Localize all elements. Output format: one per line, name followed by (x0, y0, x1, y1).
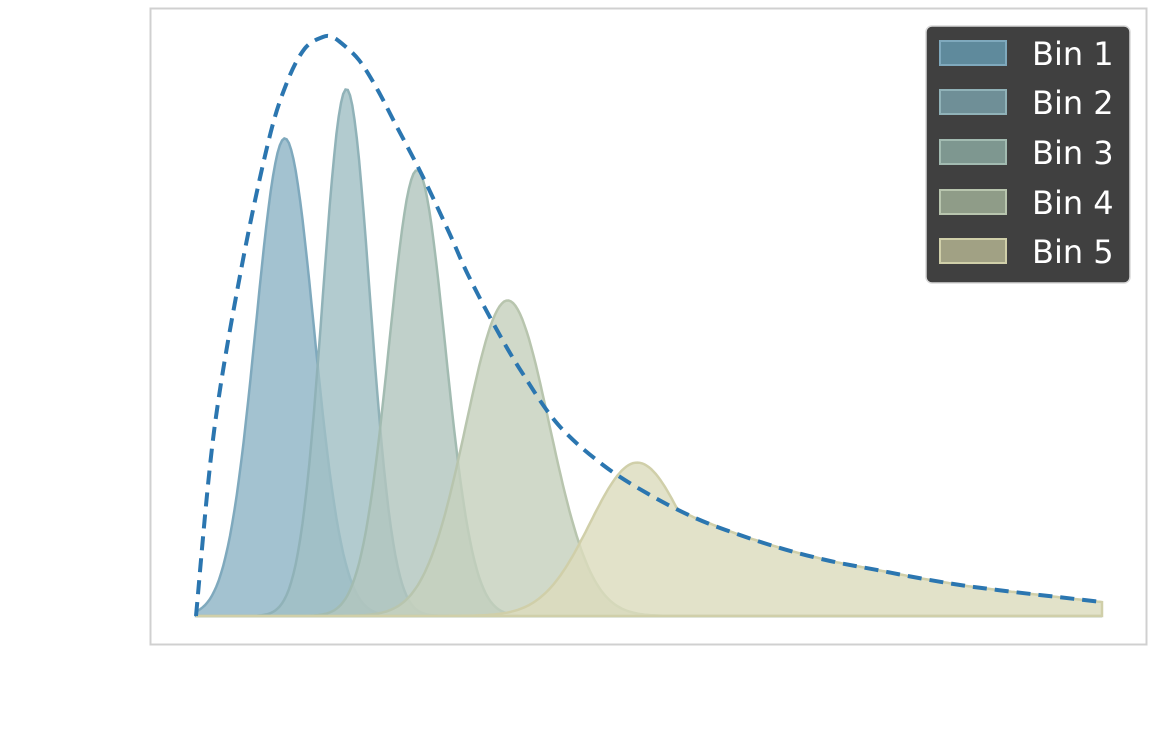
legend-swatch-bin-3 (939, 139, 1007, 165)
legend: Bin 1 Bin 2 Bin 3 Bin 4 Bin 5 (925, 25, 1131, 284)
legend-entry-bin-1: Bin 1 (939, 35, 1114, 73)
legend-swatch-bin-4 (939, 189, 1007, 215)
legend-label-bin-4: Bin 4 (1032, 184, 1114, 222)
legend-entry-bin-2: Bin 2 (939, 84, 1114, 122)
envelope-dashed-line (194, 33, 1103, 617)
legend-entry-bin-3: Bin 3 (939, 134, 1114, 172)
legend-label-bin-3: Bin 3 (1032, 134, 1114, 172)
legend-label-bin-5: Bin 5 (1032, 233, 1114, 271)
legend-swatch-bin-2 (939, 89, 1007, 115)
legend-entry-bin-4: Bin 4 (939, 184, 1114, 222)
legend-entry-bin-5: Bin 5 (939, 233, 1114, 271)
legend-label-bin-2: Bin 2 (1032, 84, 1114, 122)
legend-swatch-bin-5 (939, 238, 1007, 264)
legend-swatch-bin-1 (939, 40, 1007, 66)
legend-label-bin-1: Bin 1 (1032, 35, 1114, 73)
